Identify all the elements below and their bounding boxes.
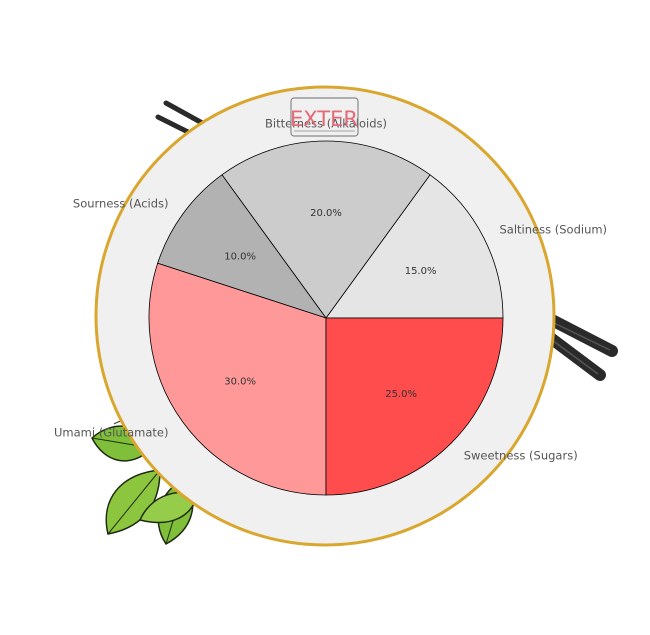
pie-slice-label: Umami (Glutamate) — [54, 425, 168, 439]
pie-slice — [325, 317, 504, 496]
pie-slice — [221, 140, 431, 319]
pie-slice-percent: 20.0% — [310, 208, 342, 219]
pie-percent-labels: 15.0% 20.0% 10.0% 30.0% 25.0% — [224, 208, 436, 400]
pie-slice-percent: 25.0% — [385, 389, 417, 400]
pie-slice-percent: 30.0% — [224, 376, 256, 387]
logo-text: EXTER — [290, 107, 358, 131]
pie-slice-label: Bitterness (Alkaloids) — [265, 116, 387, 130]
pie-slice-label: Sweetness (Sugars) — [464, 449, 578, 463]
pie-slice-label: Sourness (Acids) — [73, 197, 169, 211]
pie-slices — [148, 140, 504, 496]
pie-slice — [148, 262, 327, 496]
chopsticks-right-icon — [542, 312, 618, 381]
pie-slice-label: Saltiness (Sodium) — [500, 223, 608, 237]
logo: EXTER — [290, 97, 359, 137]
pie-slice-percent: 10.0% — [224, 252, 256, 263]
pie-slice — [157, 174, 328, 319]
pie-slice-percent: 15.0% — [405, 266, 437, 277]
pie-slice — [325, 174, 504, 319]
pie-category-labels: Saltiness (Sodium) Bitterness (Alkaloids)… — [54, 116, 607, 462]
